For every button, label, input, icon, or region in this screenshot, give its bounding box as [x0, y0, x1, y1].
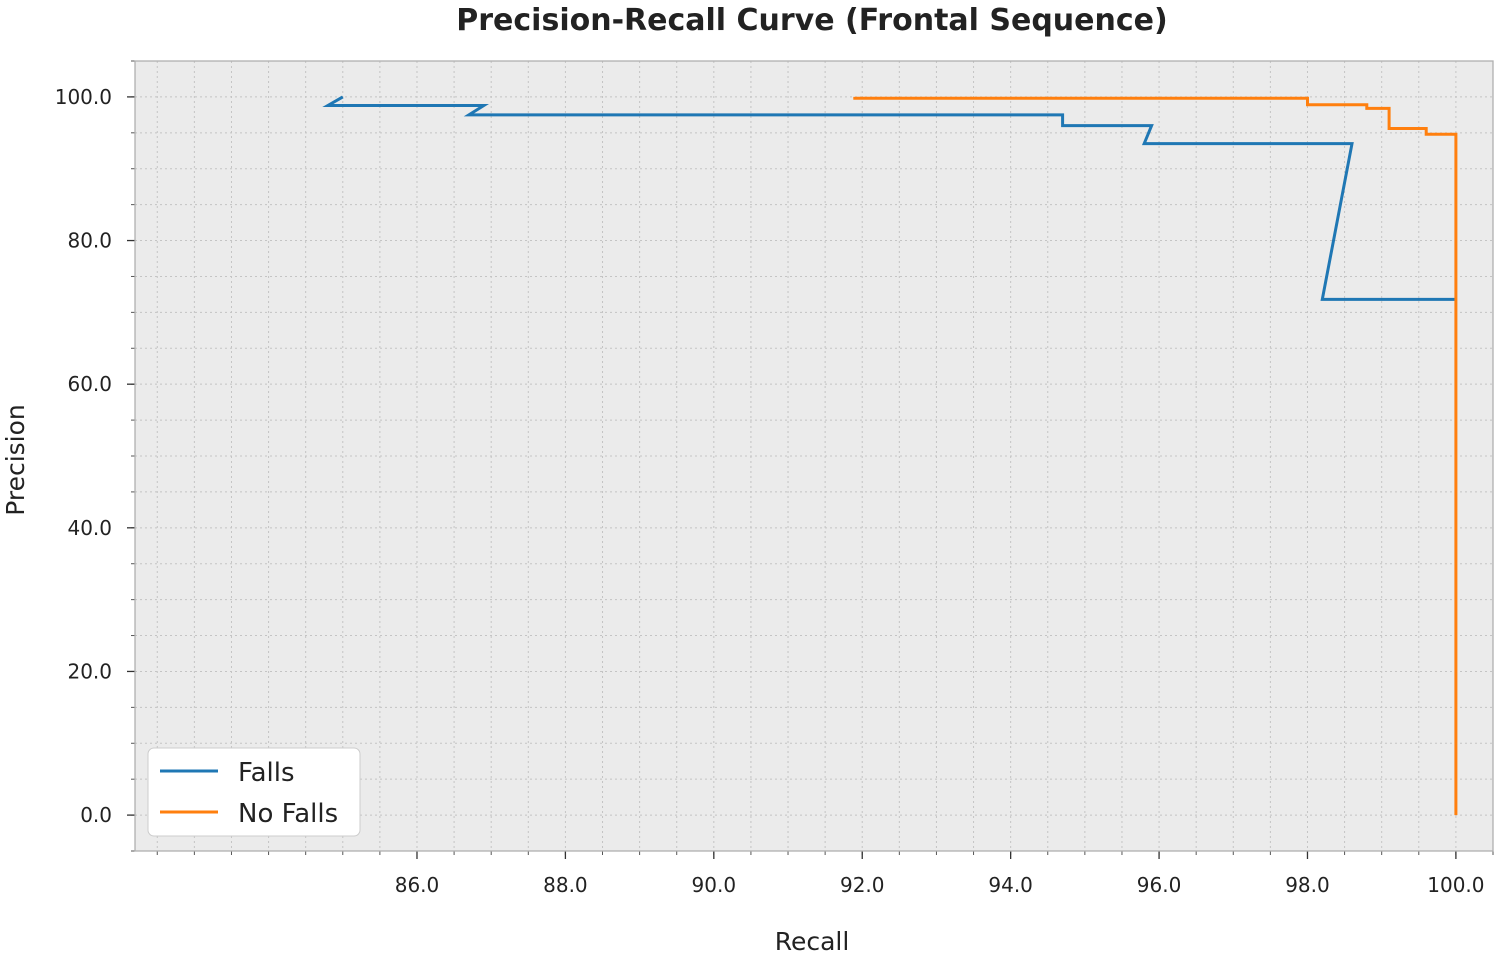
x-tick-label: 92.0	[840, 873, 885, 897]
axis-ticks: 86.0 88.0 90.0 92.0 94.0 96.0 98.0 100.0 0.0 20.0…	[55, 60, 1494, 897]
y-tick-label: 60.0	[67, 372, 112, 396]
plot-area	[135, 61, 1493, 851]
x-tick-label: 90.0	[692, 873, 737, 897]
series-line-falls	[322, 95, 1456, 301]
series-line-no-falls	[853, 96, 1458, 816]
y-axis-label: Precision	[1, 404, 30, 516]
grid	[135, 60, 1494, 852]
legend-label-falls: Falls	[238, 758, 295, 788]
y-tick-label: 40.0	[67, 516, 112, 540]
legend-label-no-falls: No Falls	[238, 799, 338, 829]
x-tick-label: 98.0	[1285, 873, 1330, 897]
x-axis-label: Recall	[775, 927, 850, 955]
y-tick-label: 0.0	[80, 803, 112, 827]
plot-frame	[134, 60, 1494, 852]
y-tick-label: 20.0	[67, 659, 112, 683]
x-tick-label: 94.0	[988, 873, 1033, 897]
x-tick-label: 88.0	[543, 873, 588, 897]
x-tick-label: 100.0	[1427, 873, 1484, 897]
y-tick-label: 100.0	[55, 85, 112, 109]
y-tick-label: 80.0	[67, 229, 112, 253]
chart-title: Precision-Recall Curve (Frontal Sequence…	[456, 3, 1167, 38]
series-lines	[322, 95, 1458, 816]
legend: Falls No Falls	[147, 747, 361, 837]
x-tick-label: 86.0	[395, 873, 440, 897]
x-tick-label: 96.0	[1137, 873, 1182, 897]
